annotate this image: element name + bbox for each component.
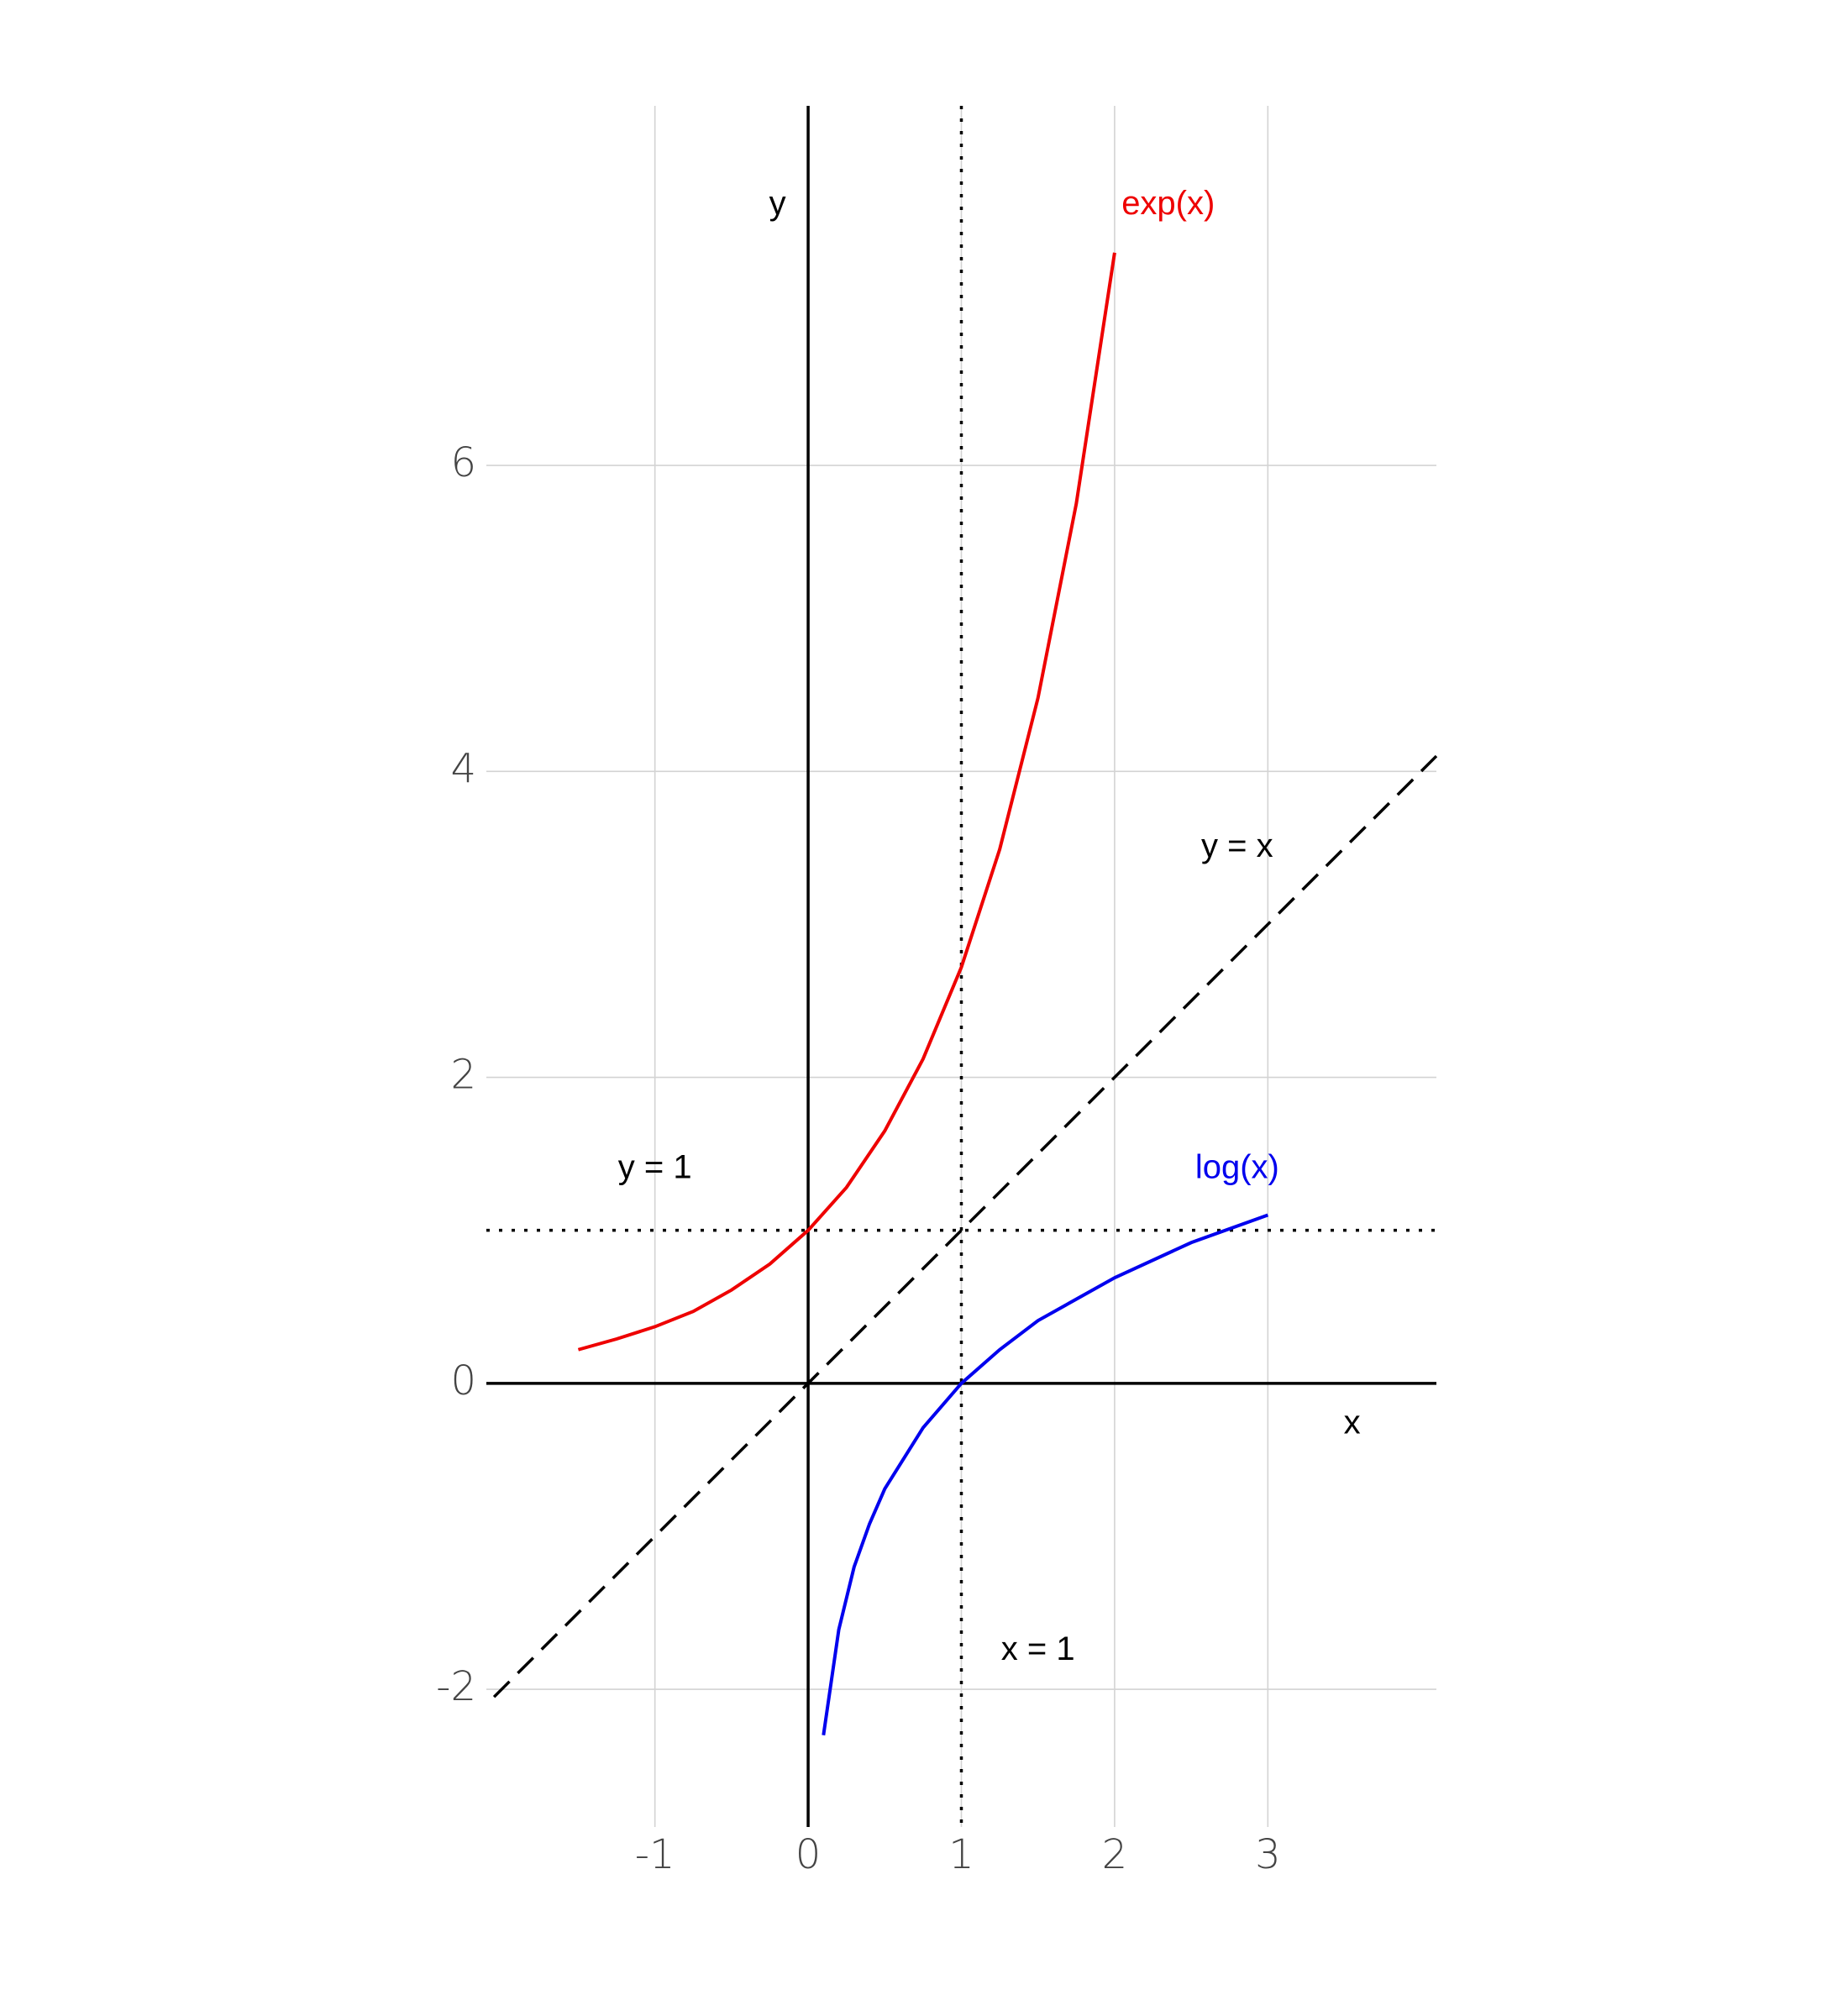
- line-series: [822, 1213, 1269, 1736]
- line-series: [492, 754, 1438, 1698]
- annotation: y: [769, 185, 786, 222]
- annotation: x = 1: [1001, 1630, 1075, 1667]
- annotation: x: [1344, 1404, 1361, 1441]
- annotation: log(x): [1195, 1148, 1279, 1185]
- annotation: y = x: [1201, 827, 1273, 864]
- x-tick-label: 1: [948, 1831, 974, 1878]
- y-tick-label: 4: [450, 745, 476, 792]
- x-tick-label: 0: [795, 1831, 822, 1878]
- annotation: exp(x): [1121, 185, 1215, 222]
- y-tick-label: 2: [450, 1052, 476, 1099]
- x-tick-label: -1: [635, 1831, 675, 1878]
- y-tick-label: -2: [436, 1663, 476, 1710]
- line-series: [577, 252, 1116, 1352]
- annotation: y = 1: [618, 1148, 692, 1185]
- x-tick-label: 3: [1255, 1831, 1281, 1878]
- y-tick-label: 6: [450, 439, 476, 486]
- y-tick-label: 0: [450, 1357, 476, 1404]
- x-tick-label: 2: [1102, 1831, 1128, 1878]
